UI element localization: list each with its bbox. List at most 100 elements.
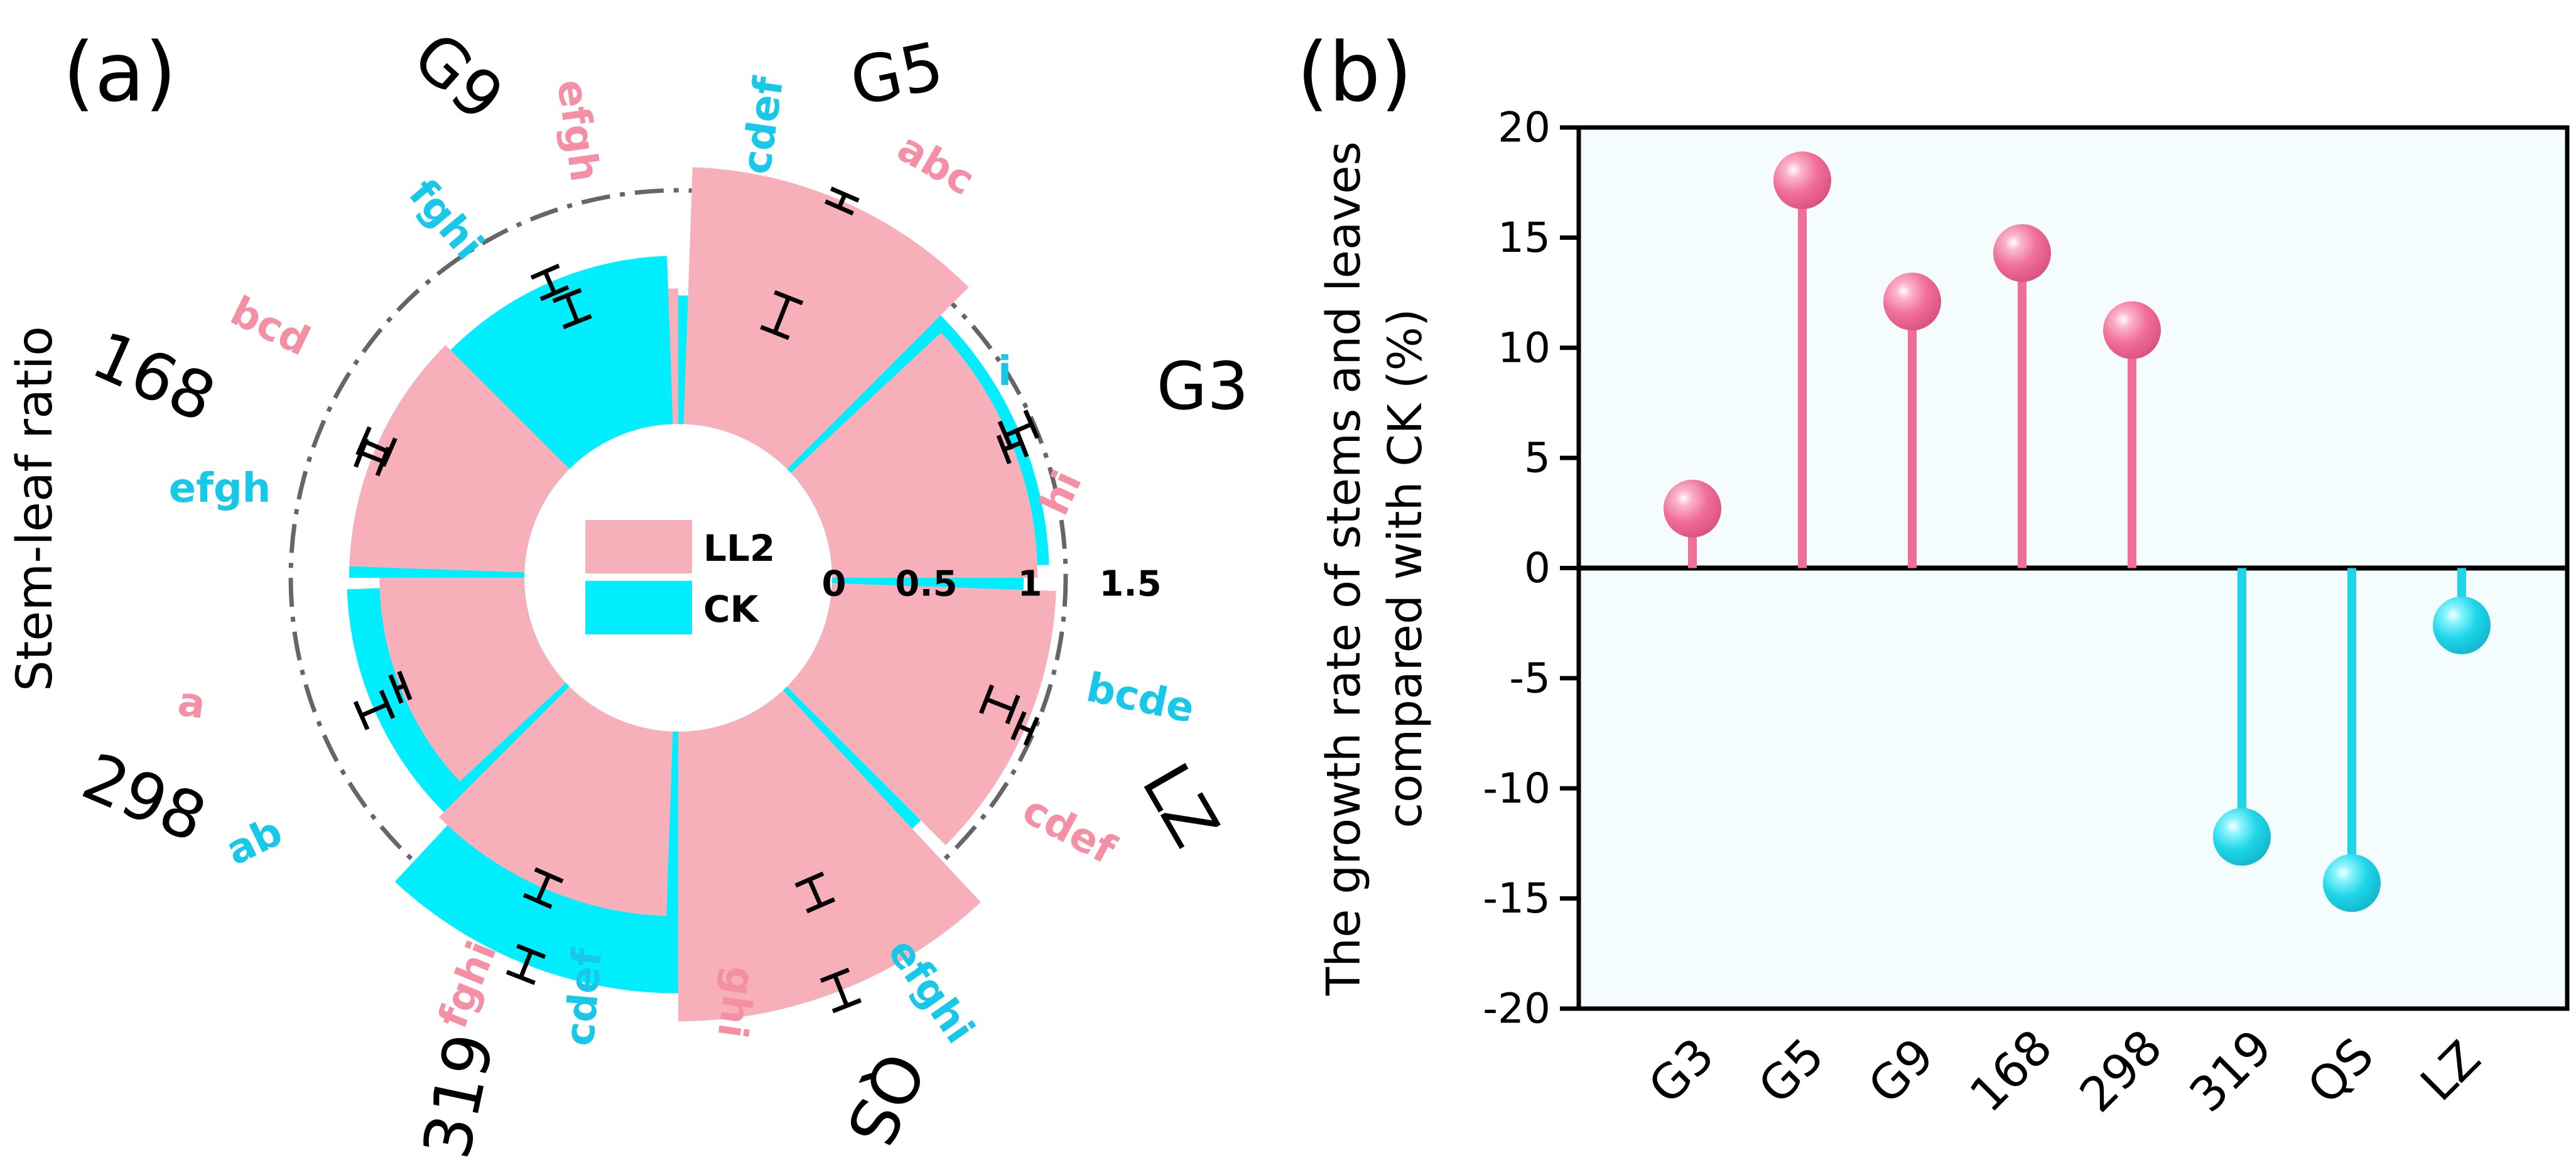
- errcap-ll2-168-0: [1010, 711, 1027, 741]
- errbar-ck-LZ: [543, 271, 557, 295]
- errcap-ck-G3-1: [774, 290, 804, 306]
- errcap-ll2-LZ-1: [355, 426, 372, 456]
- head-LZ: [2433, 596, 2491, 654]
- y-tick-label--15: -15: [1483, 874, 1550, 923]
- letter-ck-LZ: bcde: [1083, 664, 1199, 732]
- panel-b-label: (b): [1297, 24, 1412, 120]
- letter-ck-G5: cdef: [733, 73, 793, 177]
- x-tick-label-G5: G5: [1748, 1027, 1835, 1115]
- errcap-ll2-QS-1: [388, 674, 404, 704]
- category-label-319: 319: [408, 1027, 509, 1165]
- errcap-ck-G3-0: [760, 325, 790, 340]
- errcap-ll2-G3-1: [552, 288, 582, 303]
- head-168: [1993, 224, 2051, 282]
- letter-ck-G3: i: [998, 349, 1012, 395]
- letter-ll2-G5: abc: [890, 124, 982, 205]
- letter-ck-G9: fghi: [399, 171, 492, 269]
- y-tick-label-0: 0: [1524, 544, 1550, 592]
- errbar-ck-QS: [360, 450, 384, 464]
- errcap-ck-LZ-1: [530, 263, 560, 280]
- errcap-ll2-G5-0: [825, 199, 854, 216]
- radial-tick-1.5: 1.5: [1099, 564, 1161, 605]
- errbar-ck-298: [519, 950, 533, 978]
- radial-tick-0: 0: [822, 564, 847, 605]
- y-tick-label-10: 10: [1498, 323, 1550, 372]
- y-tick-label--5: -5: [1509, 654, 1550, 702]
- head-G5: [1773, 151, 1831, 210]
- errbar-ll2-G5: [837, 193, 847, 209]
- bar-ll2-168: [787, 583, 1056, 845]
- panel-a-label: (a): [63, 24, 176, 120]
- panel-a: (a) Stem-leaf ratio 0 0.5 1 1.5 G3 G5 G9 168 29…: [7, 18, 1248, 1165]
- errcap-ck-298-1: [506, 970, 536, 985]
- category-label-QS: QS: [831, 1041, 939, 1157]
- y-tick-label-15: 15: [1498, 214, 1550, 262]
- errbar-ck-G3: [772, 296, 791, 333]
- radial-tick-labels: 0 0.5 1 1.5: [822, 564, 1162, 605]
- category-label-G5: G5: [844, 27, 950, 121]
- errcap-ll2-319-1: [522, 892, 553, 909]
- errbar-ll2-319: [536, 874, 551, 902]
- bar-ck-LZ: [450, 256, 673, 469]
- legend-label-ll2: LL2: [703, 527, 775, 570]
- bar-ll2-319: [438, 686, 673, 916]
- x-tick-label-319: 319: [2178, 1019, 2283, 1123]
- errcap-ck-G5-0: [997, 420, 1014, 450]
- letter-ll2-QS: ghi: [708, 964, 764, 1041]
- head-G9: [1883, 273, 1941, 331]
- bar-ll2-298: [678, 690, 981, 1022]
- errcap-ck-319-1: [353, 700, 370, 730]
- errcap-ck-LZ-0: [539, 284, 570, 301]
- head-G3: [1664, 479, 1721, 538]
- x-tick-label-QS: QS: [2297, 1027, 2384, 1114]
- errcap-ll2-G9-1: [1014, 428, 1029, 458]
- errcap-ll2-168-1: [1023, 717, 1040, 746]
- errcap-ck-168-1: [806, 897, 836, 914]
- x-tick-labels: G3 G5 G9 168 298 319 QS LZ: [1638, 1019, 2491, 1123]
- panel-a-ylabel: Stem-leaf ratio: [7, 326, 63, 691]
- errcap-ck-298-0: [516, 943, 546, 959]
- y-tick-label-5: 5: [1524, 434, 1550, 482]
- errcap-ck-G9-0: [978, 684, 995, 715]
- errbar-ll2-298: [833, 974, 849, 1007]
- errcap-ll2-319-0: [534, 867, 564, 884]
- bar-ll2-G9: [791, 332, 1038, 578]
- legend: LL2 CK: [585, 520, 775, 634]
- category-label-G9: G9: [399, 18, 519, 136]
- y-tick-label-20: 20: [1498, 104, 1550, 152]
- x-tick-label-LZ: LZ: [2410, 1030, 2491, 1112]
- letter-ck-298: ab: [219, 808, 290, 875]
- radial-tick-1: 1: [1018, 564, 1042, 605]
- lollipop-stems: [1688, 180, 2466, 884]
- letter-ll2-G9: efgh: [548, 77, 608, 184]
- polar-bars: [347, 167, 1056, 1022]
- letter-ck-QS: efghi: [879, 930, 983, 1052]
- legend-label-ck: CK: [703, 588, 760, 631]
- panel-b-ylabel-line2: compared with CK (%): [1378, 308, 1432, 828]
- panel-b-ylabel-line1: The growth rate of stems and leaves: [1317, 141, 1371, 996]
- bar-ll2-QS: [379, 578, 566, 782]
- errcap-ll2-G3-0: [562, 314, 592, 330]
- x-tick-label-168: 168: [1959, 1019, 2063, 1123]
- letter-ck-319: cdef: [556, 946, 611, 1048]
- y-axis: -20 -15 -10 -5 0 5 10 15 20: [1483, 104, 2567, 1033]
- letter-ck-168: efgh: [169, 465, 271, 512]
- head-298: [2103, 301, 2161, 359]
- head-QS: [2323, 854, 2381, 913]
- errcap-ll2-LZ-0: [381, 437, 398, 467]
- errbar-ll2-G9: [1003, 440, 1022, 452]
- x-tick-label-G3: G3: [1638, 1027, 1725, 1115]
- category-label-168: 168: [82, 317, 227, 437]
- head-319: [2213, 808, 2271, 866]
- errbar-ll2-168: [1017, 723, 1032, 734]
- errcap-ck-G5-1: [1023, 409, 1040, 439]
- bar-ll2-LZ: [349, 345, 570, 573]
- errbar-ck-319: [360, 702, 388, 718]
- errcap-ll2-G5-1: [830, 187, 860, 203]
- letter-ll2-298: a: [175, 678, 208, 728]
- y-tick-label--10: -10: [1483, 764, 1550, 813]
- errcap-ck-168-0: [794, 871, 825, 888]
- x-tick-label-298: 298: [2069, 1019, 2173, 1123]
- errcap-ll2-G9-0: [996, 435, 1012, 465]
